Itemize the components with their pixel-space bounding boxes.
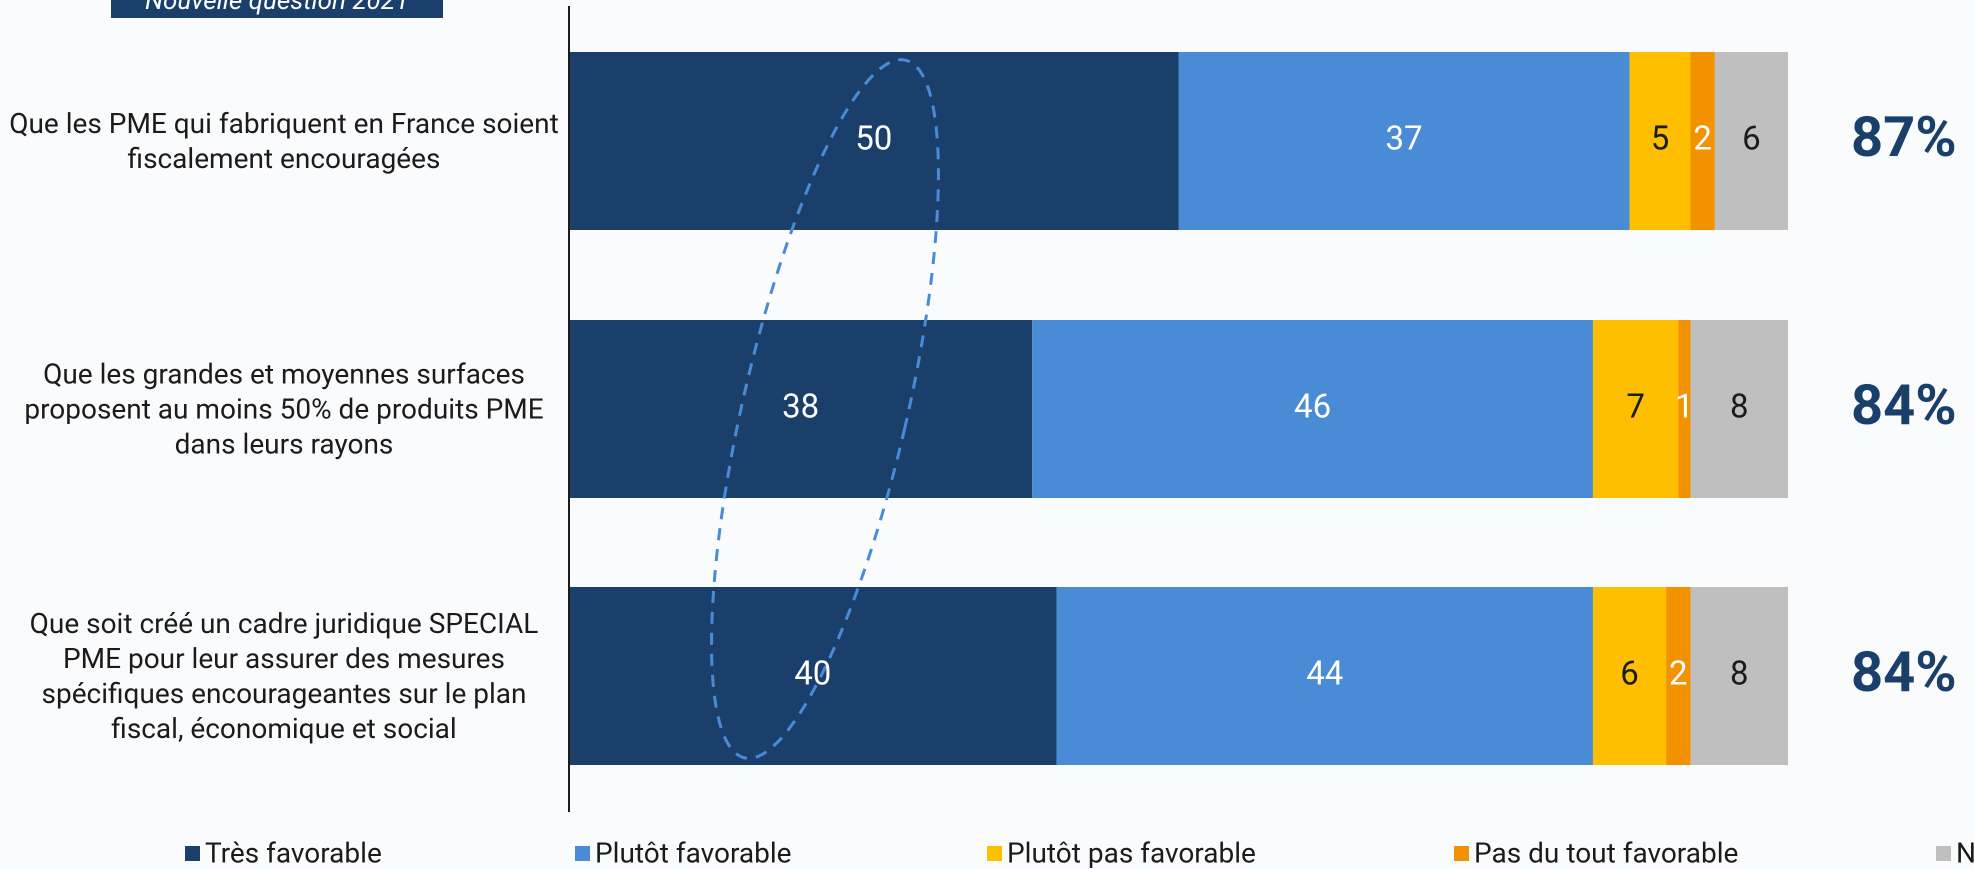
bar-segment: [569, 587, 1057, 765]
value-label: 6: [1742, 120, 1761, 159]
total-label: 87%: [1851, 104, 1957, 170]
value-label: 7: [1626, 388, 1645, 427]
legend-swatch: [185, 846, 200, 861]
value-label: 1: [1675, 388, 1694, 427]
bar-segment: [1056, 587, 1593, 765]
value-label: 50: [855, 120, 892, 159]
bar-segment: [1714, 52, 1788, 230]
category-label: Que les grandes et moyennes surfaces pro…: [24, 357, 544, 461]
legend-swatch: [1936, 846, 1951, 861]
legend-label: Ne se prononce pas: [1956, 836, 1974, 869]
value-label: 2: [1669, 655, 1688, 694]
value-label: 2: [1693, 120, 1712, 159]
legend-swatch: [575, 846, 590, 861]
badge: Nouvelle question 2021: [111, 0, 443, 18]
bar-segment: [1592, 320, 1679, 498]
value-label: 5: [1651, 120, 1670, 159]
bar-segment: [1666, 587, 1691, 765]
legend-label: Très favorable: [205, 836, 382, 869]
value-label: 8: [1730, 388, 1749, 427]
bar-segment: [1690, 52, 1715, 230]
value-label: 44: [1306, 655, 1343, 694]
category-label: Que les PME qui fabriquent en France soi…: [9, 107, 559, 175]
bar-segment: [1629, 52, 1691, 230]
legend-label: Pas du tout favorable: [1474, 836, 1738, 869]
bar-segment: [569, 52, 1179, 230]
legend-label: Plutôt favorable: [595, 836, 792, 869]
bar-segment: [569, 320, 1033, 498]
value-label: 38: [782, 388, 819, 427]
bar-segment: [1678, 320, 1691, 498]
total-label: 84%: [1851, 639, 1957, 705]
bar-segment: [1178, 52, 1630, 230]
total-label: 84%: [1851, 372, 1957, 438]
value-label: 46: [1294, 388, 1331, 427]
legend-swatch: [987, 846, 1002, 861]
highlight-ellipse: [710, 58, 940, 760]
legend-label: Plutôt pas favorable: [1007, 836, 1256, 869]
bar-segment: [1690, 587, 1788, 765]
value-label: 40: [794, 655, 831, 694]
value-label: 8: [1730, 655, 1749, 694]
bar-segment: [1690, 320, 1788, 498]
value-label: 37: [1385, 120, 1422, 159]
bar-segment: [1592, 587, 1667, 765]
legend-swatch: [1454, 846, 1469, 861]
category-label: Que soit créé un cadre juridique SPECIAL…: [29, 607, 539, 745]
value-label: 6: [1620, 655, 1639, 694]
bar-segment: [1032, 320, 1593, 498]
